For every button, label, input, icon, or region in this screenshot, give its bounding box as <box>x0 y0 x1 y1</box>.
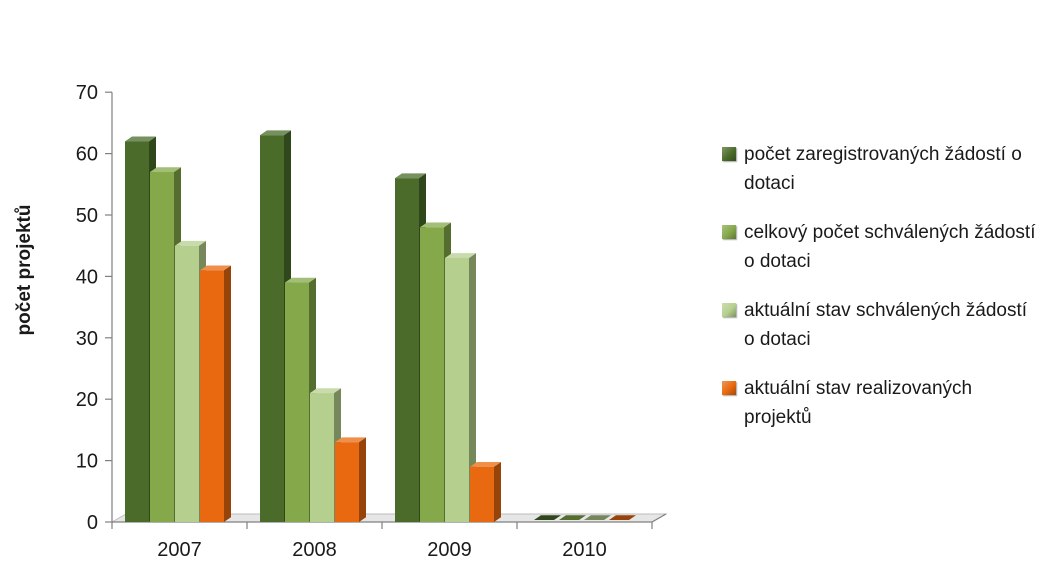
bar-front <box>200 270 224 522</box>
bar <box>584 515 611 520</box>
bar-front <box>260 135 284 522</box>
x-tick-label: 2009 <box>427 539 472 561</box>
bar-top <box>285 277 316 283</box>
x-tick-label: 2007 <box>157 539 202 561</box>
y-tick-label: 40 <box>76 266 98 288</box>
bar-side <box>359 437 366 522</box>
bar <box>470 461 501 522</box>
bar-front <box>335 442 359 522</box>
legend-item: aktuální stav schválených žádostí o dota… <box>722 296 1037 354</box>
bar-top <box>125 136 156 142</box>
legend-item: celkový počet schválených žádostí o dota… <box>722 218 1037 276</box>
bar-top <box>420 222 451 228</box>
bar-front <box>175 245 199 522</box>
bar-top <box>559 515 586 520</box>
y-tick-label: 20 <box>76 389 98 411</box>
legend-label: počet zaregistrovaných žádostí o dotaci <box>744 144 1022 194</box>
y-tick-label: 50 <box>76 205 98 227</box>
bar <box>534 515 561 520</box>
bar-front <box>470 466 494 522</box>
bar-top <box>445 253 476 258</box>
legend-label: aktuální stav realizovaných projektů <box>744 378 973 428</box>
legend-item: počet zaregistrovaných žádostí o dotaci <box>722 140 1037 198</box>
legend-swatch <box>722 147 736 161</box>
bar-top <box>200 265 231 271</box>
bar-top <box>534 515 561 520</box>
bar-top <box>584 515 611 520</box>
chart-axes: 0 10 20 30 40 50 60 70 2007 2008 2009 2010 <box>76 82 668 561</box>
x-tick-label: 2010 <box>562 539 607 561</box>
bar-front <box>310 393 334 522</box>
bar-top <box>260 130 291 136</box>
legend-label: aktuální stav schválených žádostí o dota… <box>744 300 1028 350</box>
y-tick-label: 70 <box>76 82 98 104</box>
bar-top <box>150 167 181 173</box>
legend-label: celkový počet schválených žádostí o dota… <box>744 222 1036 272</box>
x-tick-label: 2008 <box>292 539 337 561</box>
y-tick-label: 30 <box>76 328 98 350</box>
bar <box>445 253 476 522</box>
chart-bars <box>125 130 636 523</box>
bar-top <box>310 388 341 394</box>
bar-side <box>494 461 501 522</box>
bar <box>335 437 366 522</box>
legend-swatch <box>722 225 736 239</box>
legend-swatch <box>722 303 736 317</box>
bar-top <box>470 461 501 467</box>
bar <box>609 515 636 520</box>
bar-side <box>224 265 231 522</box>
y-tick-label: 0 <box>87 512 98 534</box>
y-tick-label: 10 <box>76 451 98 473</box>
chart-legend: počet zaregistrovaných žádostí o dotaci … <box>722 140 1037 452</box>
y-axis-label: počet projektů <box>14 205 35 336</box>
bar-front <box>395 178 419 522</box>
x-axis-depth-edge <box>651 513 667 523</box>
bar <box>200 265 231 522</box>
bar <box>559 515 586 520</box>
bar-side <box>469 253 476 522</box>
legend-item: aktuální stav realizovaných projektů <box>722 374 1037 432</box>
bar-top <box>175 240 206 246</box>
bar-front <box>125 141 149 522</box>
bar-front <box>150 172 174 522</box>
bar-front <box>445 257 469 522</box>
bar-top <box>395 173 426 179</box>
bar-front <box>285 282 309 522</box>
legend-swatch <box>722 381 736 395</box>
bar-top <box>609 515 636 520</box>
y-tick-label: 60 <box>76 144 98 166</box>
bar-front <box>420 227 444 522</box>
bar-top <box>335 437 366 443</box>
